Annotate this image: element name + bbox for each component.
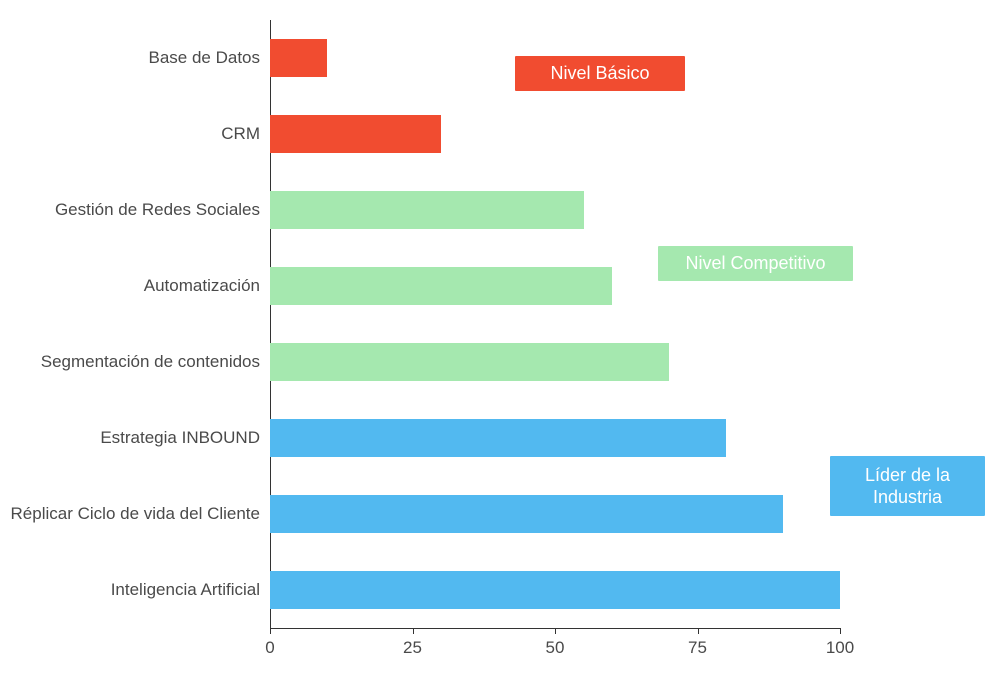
x-tick [555,628,556,634]
x-tick [413,628,414,634]
y-axis-label: Réplicar Ciclo de vida del Cliente [10,504,260,524]
bar [270,267,612,305]
y-axis-label: Automatización [10,276,260,296]
bar [270,571,840,609]
bar [270,343,669,381]
legend-box: Nivel Básico [515,56,685,91]
x-tick-label: 75 [688,638,707,658]
y-axis-label: Inteligencia Artificial [10,580,260,600]
plot-area [270,20,840,628]
y-axis-label: Base de Datos [10,48,260,68]
y-axis-label: Segmentación de contenidos [10,352,260,372]
bar [270,191,584,229]
legend-box: Líder de la Industria [830,456,985,516]
chart-container: Base de Datos CRM Gestión de Redes Sociale… [0,0,1000,680]
bar [270,39,327,77]
y-axis-label: CRM [10,124,260,144]
x-tick-label: 0 [265,638,274,658]
x-axis: 0255075100 [270,628,840,658]
bar [270,419,726,457]
x-tick [698,628,699,634]
x-tick-label: 25 [403,638,422,658]
x-tick-label: 50 [546,638,565,658]
bar [270,115,441,153]
x-tick [270,628,271,634]
x-tick [840,628,841,634]
y-axis-label: Estrategia INBOUND [10,428,260,448]
legend-box: Nivel Competitivo [658,246,853,281]
x-tick-label: 100 [826,638,854,658]
bar [270,495,783,533]
y-axis-label: Gestión de Redes Sociales [10,200,260,220]
